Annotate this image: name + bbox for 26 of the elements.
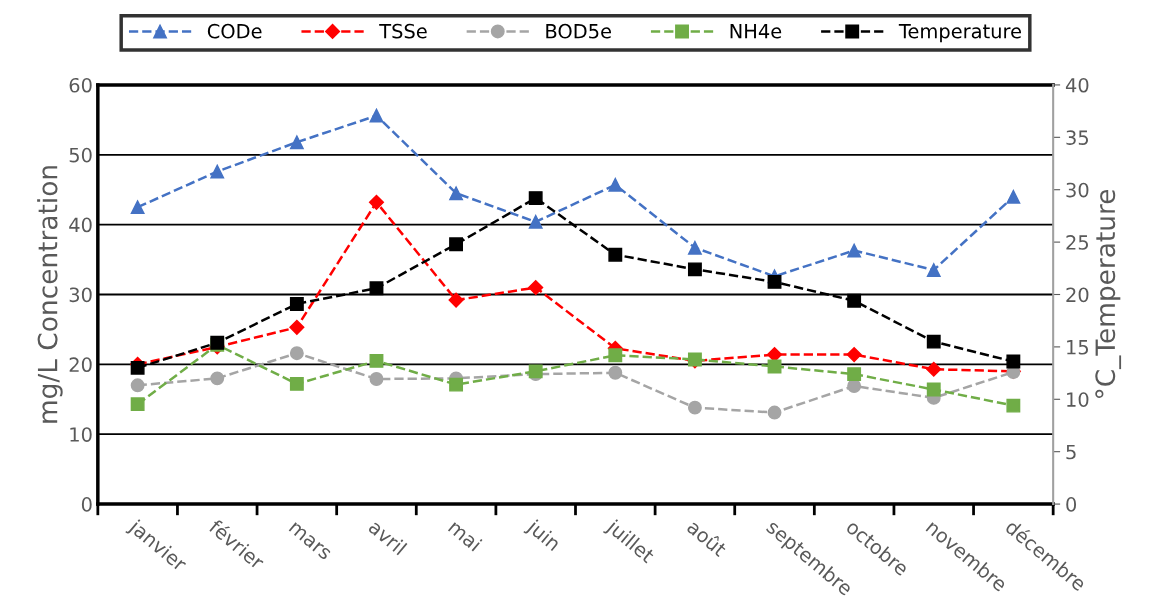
y-tick-label: 10 [70, 427, 92, 442]
x-tick-label: avril [367, 518, 408, 556]
x-tick-label: juin [523, 517, 562, 555]
y2-tick-label: 25 [1066, 235, 1089, 250]
y-tick-label: 20 [69, 357, 92, 373]
y-tick-label: 0 [81, 497, 92, 512]
y2-tick-label: 10 [1067, 392, 1089, 407]
y2-tick-label: 40 [1065, 77, 1089, 93]
y2-tick-label: 20 [1066, 287, 1089, 303]
y2-tick-label: 5 [1066, 444, 1076, 460]
y2-tick-label: 30 [1066, 182, 1089, 198]
legend-label: Temperature [898, 24, 1021, 43]
legend-label: TSSe [379, 23, 427, 39]
y-tick-label: 50 [69, 147, 92, 163]
y2-tick-label: 35 [1066, 130, 1089, 145]
y-tick-label: 30 [69, 287, 92, 303]
y-axis-title: mg/L Concentration [37, 166, 63, 423]
legend-label: BOD5e [546, 23, 611, 39]
y2-tick-label: 0 [1066, 497, 1077, 512]
legend-label: NH4e [730, 24, 782, 39]
x-tick-label: mai [447, 519, 483, 552]
y-tick-label: 60 [69, 77, 92, 93]
y2-axis-title: °C_Temperature [1095, 189, 1122, 398]
y2-tick-label: 15 [1067, 340, 1089, 355]
y-tick-label: 40 [69, 217, 92, 233]
legend-label: CODe [207, 23, 262, 39]
